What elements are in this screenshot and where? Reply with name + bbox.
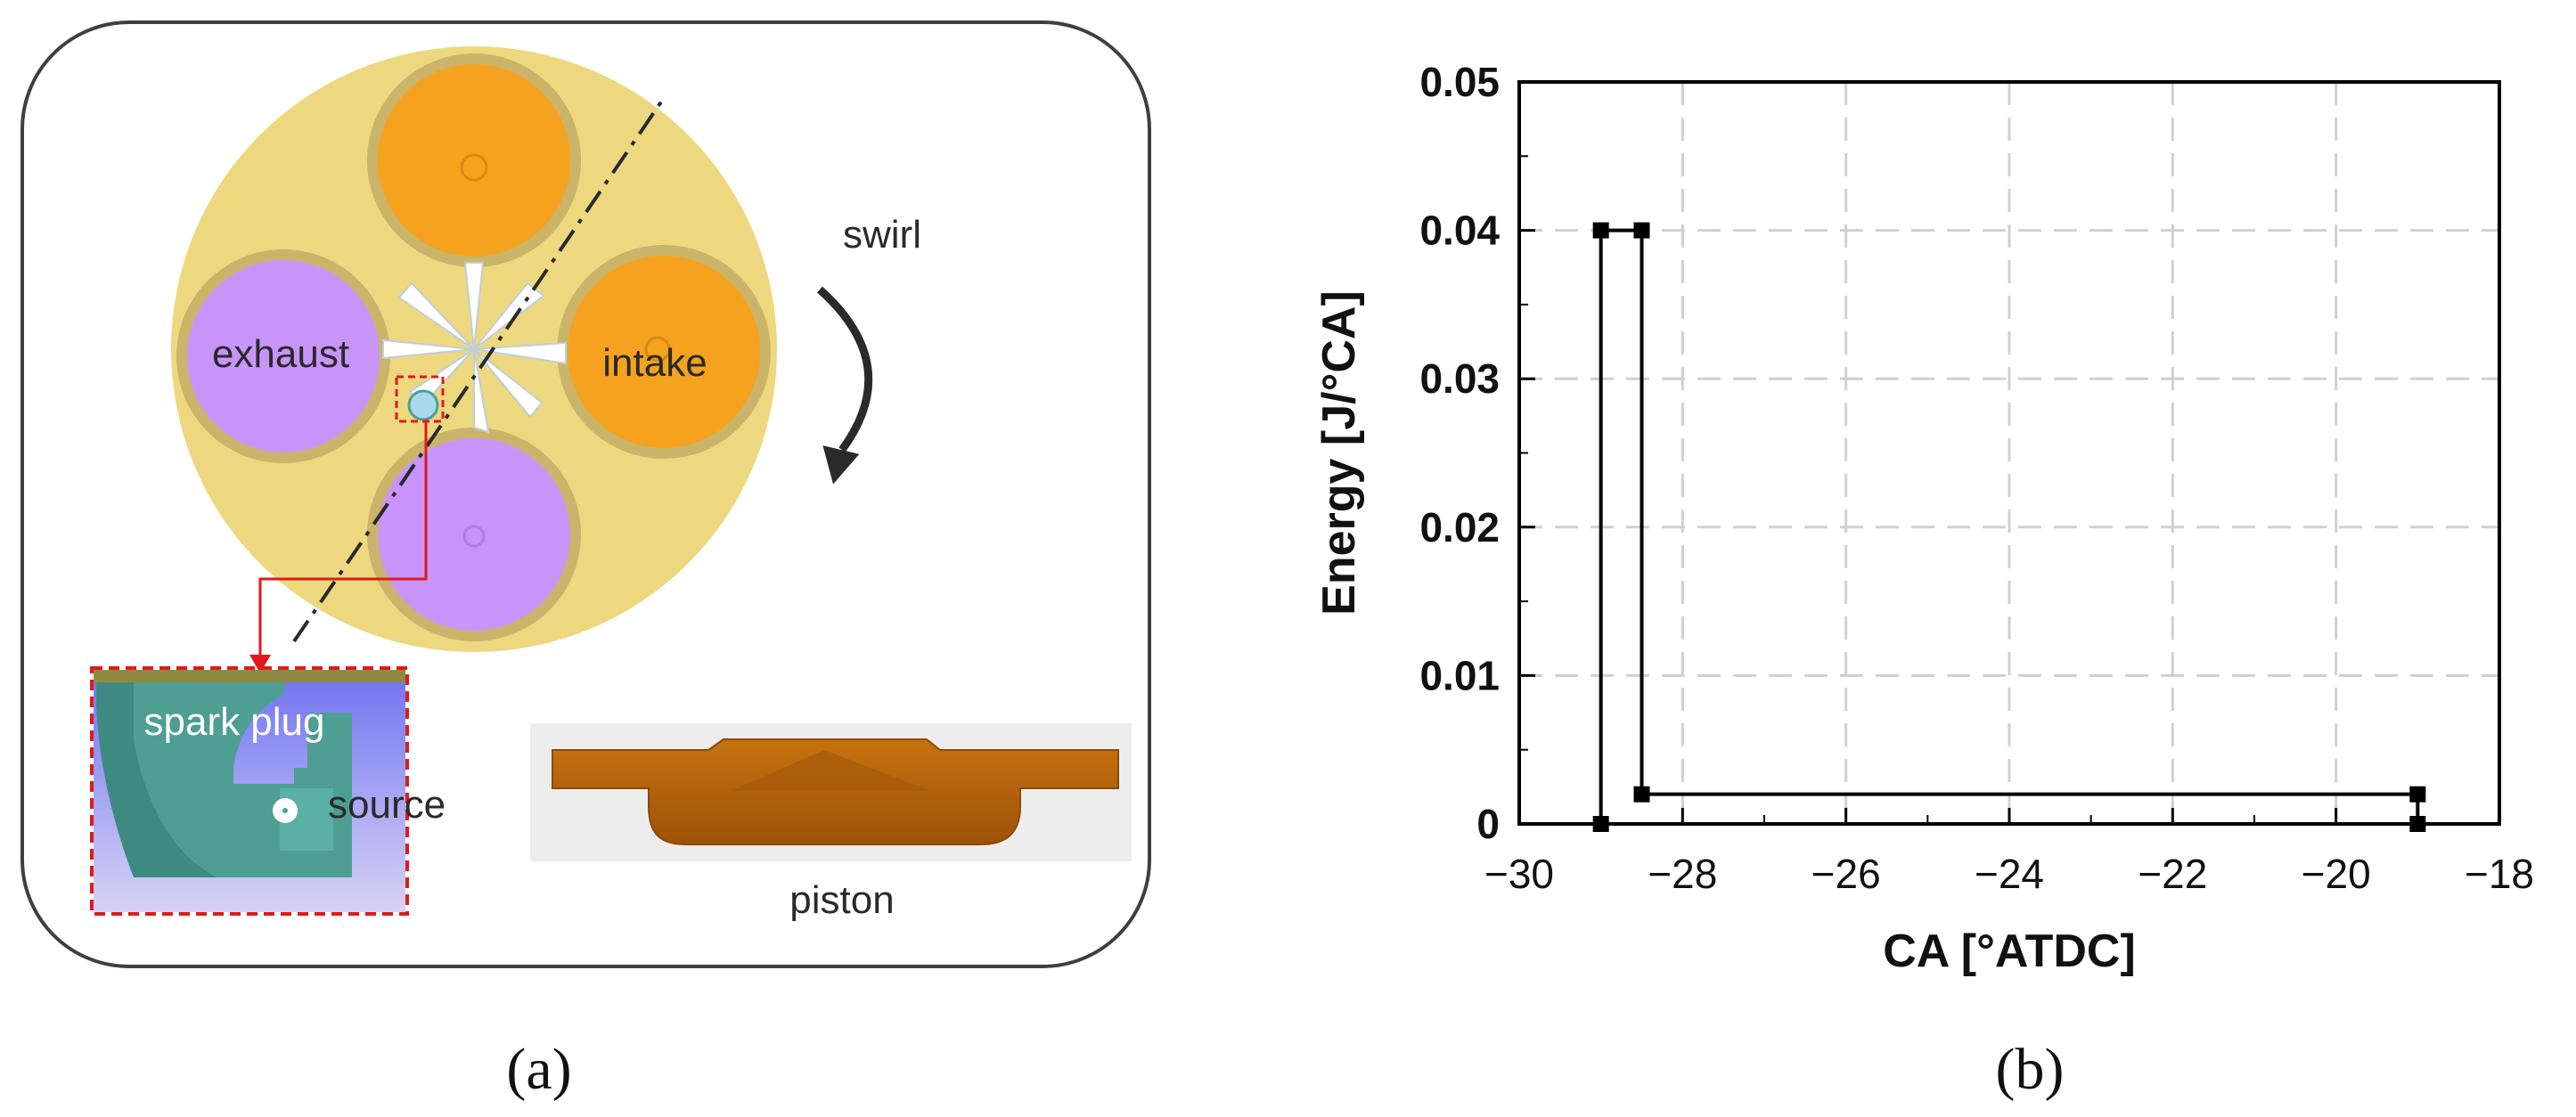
valve-axis-line: [292, 96, 666, 643]
intake-label: intake: [602, 341, 707, 385]
spark-plug-location: [407, 389, 439, 421]
y-axis-label: Energy [J/°CA]: [1313, 290, 1365, 616]
callout-leader-line: [258, 421, 428, 656]
x-axis-label: CA [°ATDC]: [1883, 925, 2136, 977]
panel-a: exhaust intake swirl: [20, 20, 1151, 1102]
data-point-marker: [1592, 222, 1609, 239]
x-tick-label: −30: [1484, 851, 1554, 897]
exhaust-valve-left: [176, 249, 390, 463]
y-tick-label: 0.05: [1419, 59, 1500, 105]
spark-plug-callout-box: [395, 375, 445, 423]
x-tick-label: −24: [1975, 851, 2044, 897]
y-tick-label: 0: [1476, 801, 1500, 847]
data-point-marker: [2409, 786, 2426, 803]
x-tick-label: −26: [1811, 851, 1881, 897]
x-tick-label: −22: [2138, 851, 2207, 897]
chart-grid: [1519, 82, 2499, 824]
chart-tick-labels: −30 −28 −26 −24 −22 −20 −18 0 0.01 0.02 0.03 0.04 0.…: [1419, 59, 2534, 897]
caption-b: (b): [1996, 1037, 2065, 1102]
panel-b-chart: −30 −28 −26 −24 −22 −20 −18 0 0.01 0.02 0.03 0.04 0.…: [1313, 59, 2534, 1102]
piston-side-view: piston: [530, 723, 1132, 922]
source-label: source: [328, 783, 446, 827]
x-tick-label: −18: [2465, 851, 2534, 897]
callout-arrowhead: [249, 655, 271, 673]
data-point-marker: [1633, 786, 1650, 803]
piston-label: piston: [789, 878, 894, 922]
caption-a: (a): [506, 1037, 571, 1102]
y-tick-label: 0.01: [1419, 652, 1500, 698]
spark-plug-inset: spark plug source: [90, 666, 446, 916]
intake-valve-right: [557, 245, 771, 459]
inset-red-frame: [90, 666, 409, 916]
x-tick-label: −28: [1648, 851, 1717, 897]
exhaust-valve-bottom: [367, 428, 581, 641]
plot-area-frame: [1517, 80, 2501, 826]
y-tick-label: 0.04: [1419, 208, 1500, 254]
swirl-label: swirl: [843, 213, 921, 257]
swirl-arrow-icon: [816, 286, 873, 485]
x-tick-label: −20: [2302, 851, 2371, 897]
piston-shape: [552, 738, 1119, 845]
y-tick-label: 0.03: [1419, 355, 1500, 402]
cylinder-head-top-view: exhaust intake: [171, 46, 777, 673]
chart-series: [1592, 222, 2426, 832]
intake-valve-top: [367, 53, 581, 267]
y-tick-label: 0.02: [1419, 504, 1500, 550]
exhaust-label: exhaust: [212, 332, 349, 376]
fuel-spray-plumes: [382, 262, 567, 434]
data-point-marker: [1633, 222, 1650, 239]
spark-plug-label: spark plug: [143, 700, 324, 744]
